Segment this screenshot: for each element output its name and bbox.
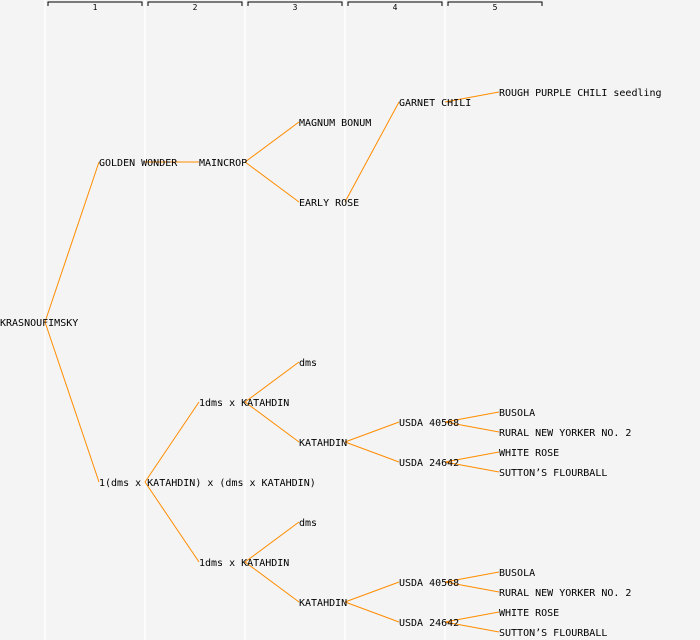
pedigree-node-label[interactable]: USDA 24642 — [399, 618, 459, 629]
pedigree-node-label[interactable]: 1(dms x KATAHDIN) x (dms x KATAHDIN) — [99, 478, 316, 489]
pedigree-link — [44, 161, 100, 323]
pedigree-node-label[interactable]: dms — [299, 518, 317, 529]
pedigree-link — [344, 441, 400, 463]
pedigree-link — [144, 481, 200, 563]
pedigree-node-label[interactable]: GOLDEN WONDER — [99, 158, 178, 169]
pedigree-node-label[interactable]: SUTTON’S FLOURBALL — [499, 628, 607, 639]
pedigree-node-label[interactable]: RURAL NEW YORKER NO. 2 — [499, 588, 631, 599]
pedigree-link — [144, 401, 200, 483]
pedigree-node-label[interactable]: MAINCROP — [199, 158, 247, 169]
pedigree-node-label[interactable]: KATAHDIN — [299, 438, 347, 449]
pedigree-link — [444, 571, 500, 583]
pedigree-node-label[interactable]: GARNET CHILI — [399, 98, 471, 109]
pedigree-link — [344, 101, 400, 203]
pedigree-node-label[interactable]: ROUGH PURPLE CHILI seedling — [499, 88, 662, 99]
pedigree-link — [444, 461, 500, 473]
pedigree-node-label[interactable]: BUSOLA — [499, 408, 535, 419]
pedigree-node-label[interactable]: 1dms x KATAHDIN — [199, 558, 289, 569]
generation-label: 5 — [493, 3, 498, 12]
pedigree-link — [344, 421, 400, 443]
pedigree-node-label[interactable]: KATAHDIN — [299, 598, 347, 609]
pedigree-link — [244, 361, 300, 403]
pedigree-node-label[interactable]: WHITE ROSE — [499, 608, 559, 619]
pedigree-link — [344, 581, 400, 603]
pedigree-link — [444, 421, 500, 433]
generation-label: 3 — [293, 3, 298, 12]
pedigree-node-label[interactable]: EARLY ROSE — [299, 198, 359, 209]
pedigree-link — [444, 581, 500, 593]
generation-bracket — [147, 1, 243, 6]
pedigree-node-label[interactable]: USDA 40568 — [399, 578, 459, 589]
pedigree-node-label[interactable]: RURAL NEW YORKER NO. 2 — [499, 428, 631, 439]
generation-label: 4 — [393, 3, 398, 12]
pedigree-node-label[interactable]: MAGNUM BONUM — [299, 118, 371, 129]
pedigree-node-label[interactable]: USDA 24642 — [399, 458, 459, 469]
pedigree-link — [444, 91, 500, 103]
generation-label: 1 — [93, 3, 98, 12]
pedigree-node-label[interactable]: BUSOLA — [499, 568, 535, 579]
pedigree-link — [344, 601, 400, 623]
pedigree-link — [244, 561, 300, 603]
pedigree-node-label[interactable]: dms — [299, 358, 317, 369]
generation-bracket — [247, 1, 343, 6]
generation-label: 2 — [193, 3, 198, 12]
generation-bracket — [347, 1, 443, 6]
pedigree-link — [244, 401, 300, 443]
pedigree-node-label[interactable]: 1dms x KATAHDIN — [199, 398, 289, 409]
generation-bracket — [447, 1, 543, 6]
pedigree-node-label[interactable]: WHITE ROSE — [499, 448, 559, 459]
pedigree-link — [444, 451, 500, 463]
pedigree-node-label[interactable]: SUTTON’S FLOURBALL — [499, 468, 607, 479]
pedigree-link — [244, 121, 300, 163]
pedigree-node-label[interactable]: USDA 40568 — [399, 418, 459, 429]
pedigree-link — [444, 411, 500, 423]
generation-bracket — [47, 1, 143, 6]
pedigree-node-label[interactable]: KRASNOUFIMSKY — [0, 318, 78, 329]
pedigree-link — [244, 161, 300, 203]
pedigree-link — [444, 611, 500, 623]
pedigree-link — [244, 521, 300, 563]
pedigree-link — [444, 621, 500, 633]
pedigree-link — [44, 321, 100, 483]
